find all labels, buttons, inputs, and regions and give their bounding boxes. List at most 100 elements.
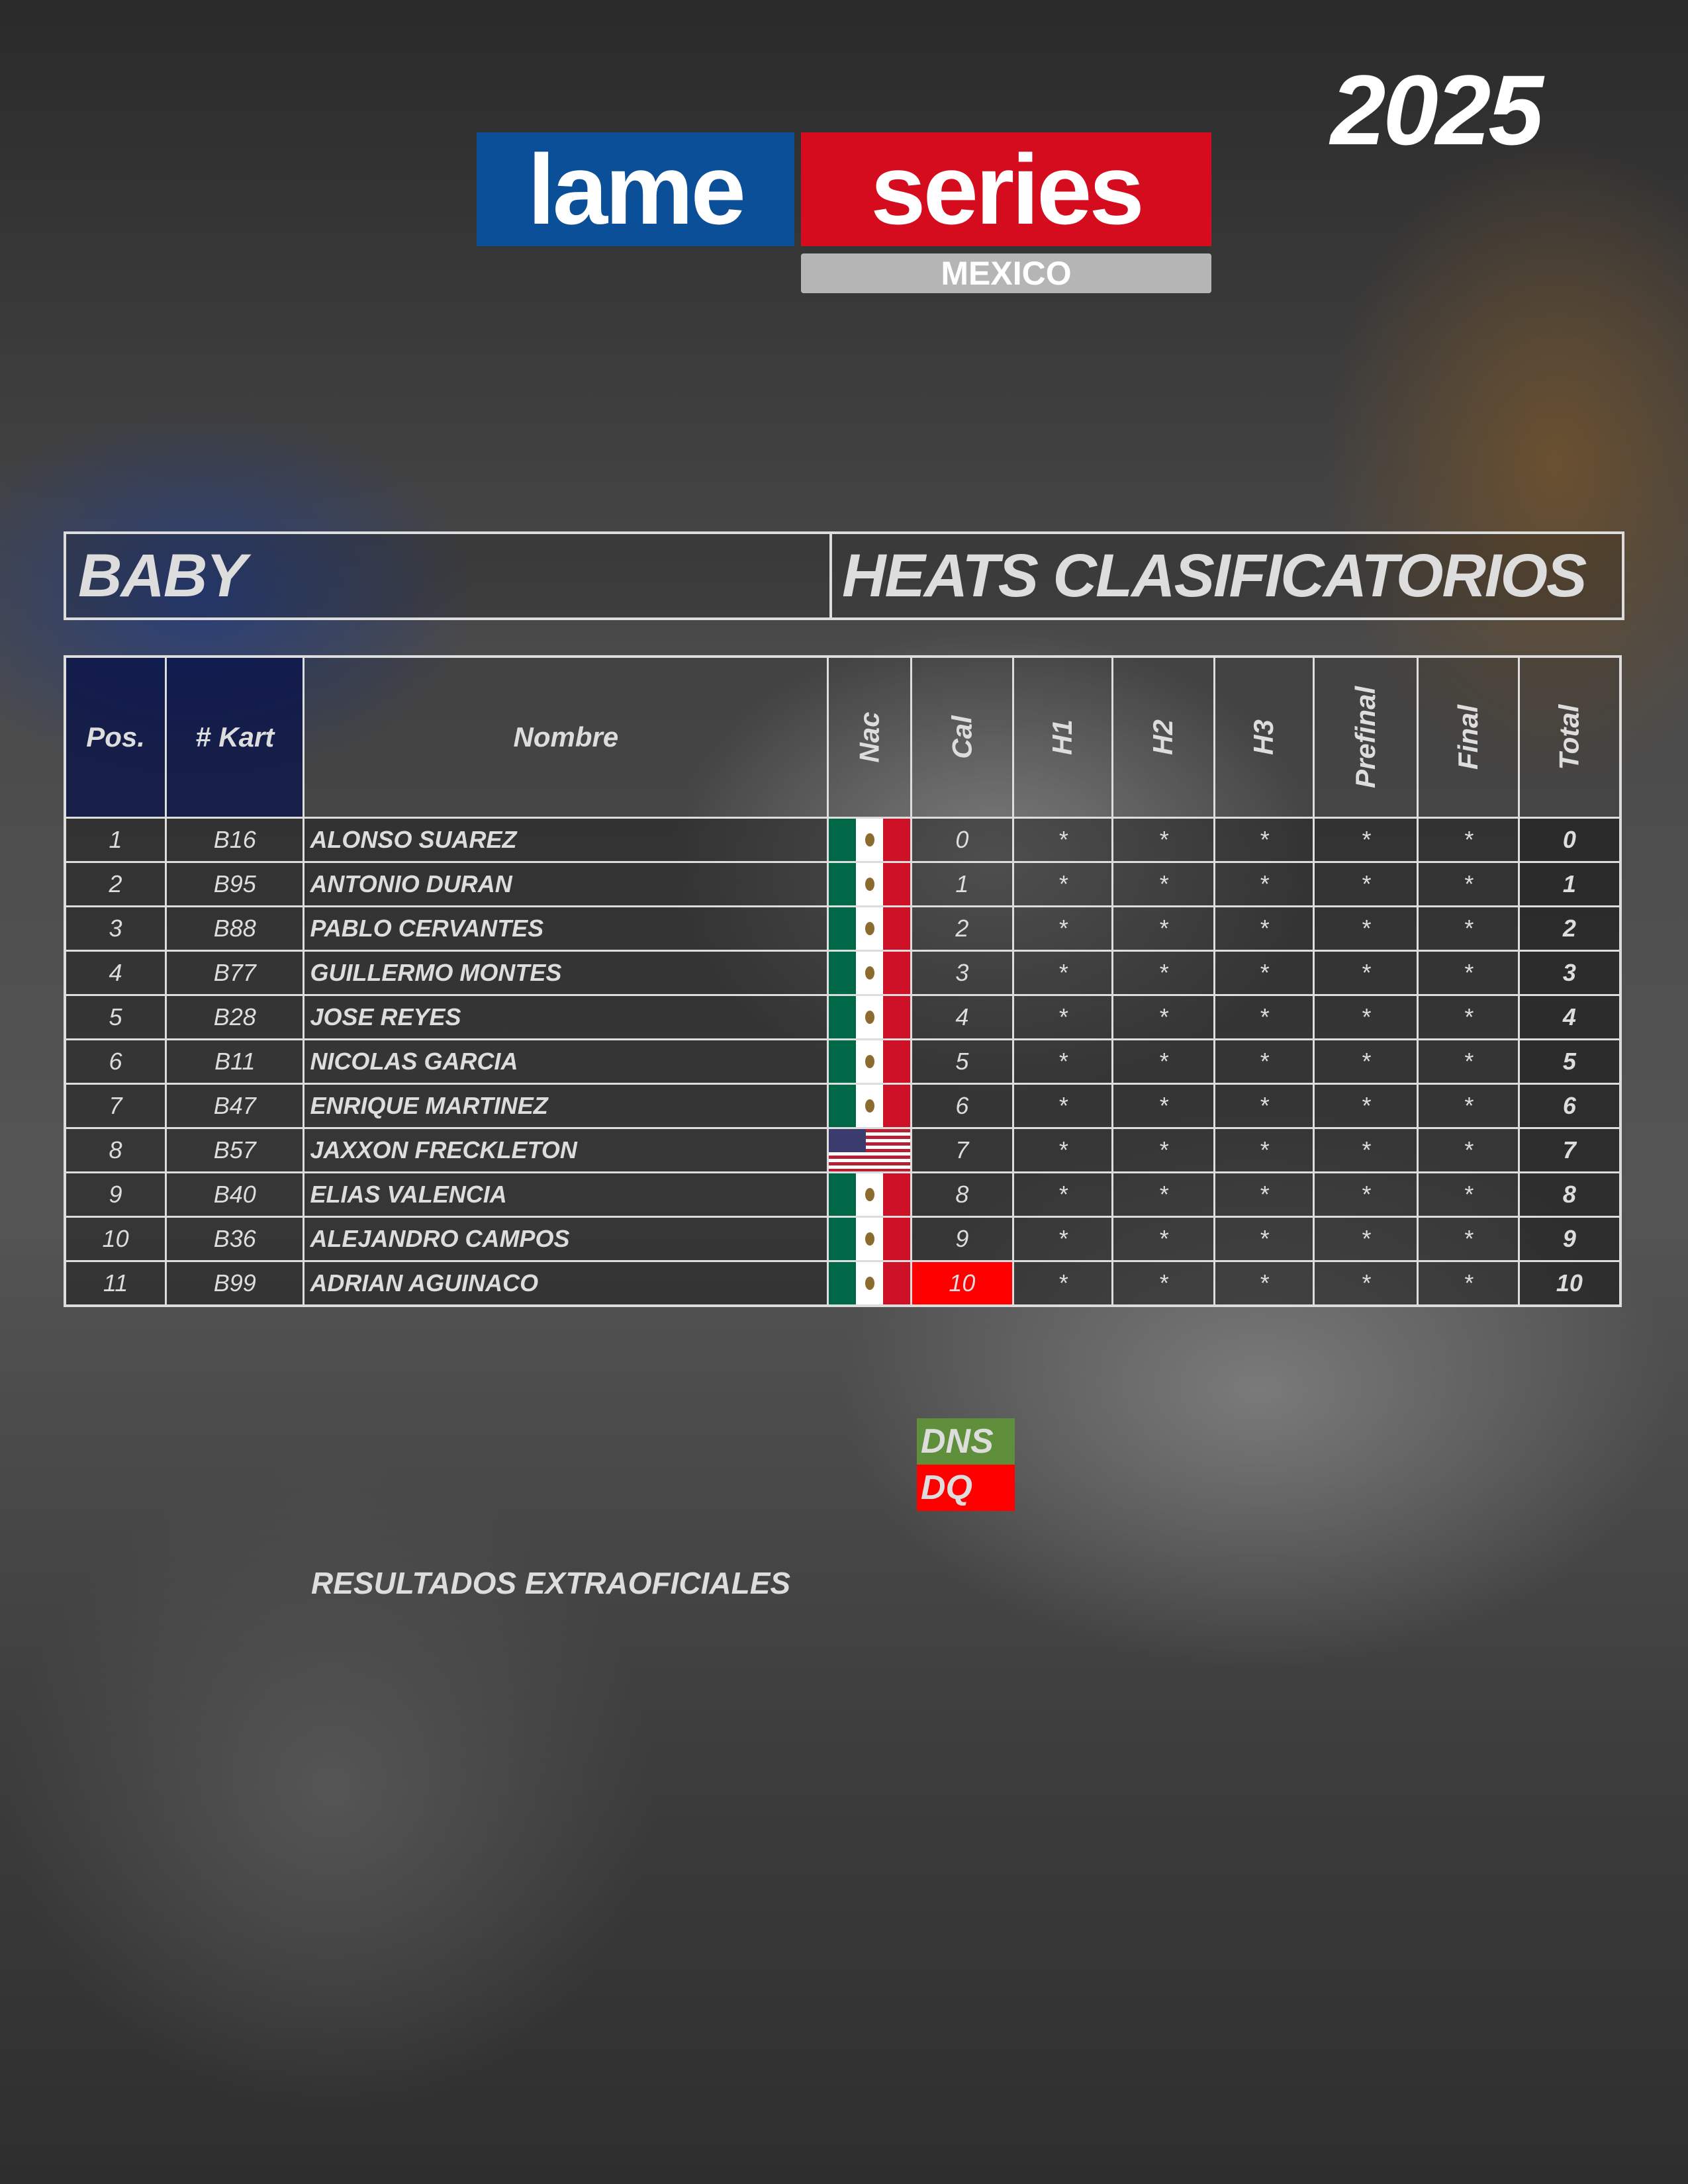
cell-h2: * <box>1111 1038 1215 1085</box>
cell-cal: 1 <box>910 861 1014 907</box>
cell-final: * <box>1417 1171 1520 1218</box>
mexico-flag-icon <box>827 1083 913 1129</box>
cell-prefinal: * <box>1312 1216 1419 1262</box>
cell-total: 8 <box>1517 1171 1622 1218</box>
cell-h3: * <box>1213 817 1315 863</box>
col-final: Final <box>1417 655 1520 819</box>
cell-total: 4 <box>1517 994 1622 1040</box>
cell-h2: * <box>1111 1260 1215 1307</box>
cell-kart: B28 <box>165 994 305 1040</box>
mexico-flag-icon <box>827 1216 913 1262</box>
cell-h1: * <box>1011 905 1114 952</box>
logo-mexico: MEXICO <box>801 253 1211 293</box>
mexico-flag-icon <box>827 1038 913 1085</box>
cell-h1: * <box>1011 817 1114 863</box>
cell-pos: 3 <box>64 905 167 952</box>
cell-final: * <box>1417 817 1520 863</box>
table-row: 11 B99 ADRIAN AGUINACO 10 * * * * * 10 <box>64 1260 1622 1307</box>
mexico-flag-icon <box>827 861 913 907</box>
cell-h3: * <box>1213 1260 1315 1307</box>
legend-dns: DNS <box>917 1418 1015 1465</box>
cell-cal: 10 <box>910 1260 1014 1307</box>
cell-total: 0 <box>1517 817 1622 863</box>
cell-h2: * <box>1111 994 1215 1040</box>
cell-pos: 4 <box>64 950 167 996</box>
usa-flag-icon <box>827 1127 913 1173</box>
cell-h2: * <box>1111 1216 1215 1262</box>
col-prefinal: Prefinal <box>1312 655 1419 819</box>
cell-prefinal: * <box>1312 1171 1419 1218</box>
cell-final: * <box>1417 994 1520 1040</box>
cell-h2: * <box>1111 1127 1215 1173</box>
table-row: 3 B88 PABLO CERVANTES 2 * * * * * 2 <box>64 905 1622 952</box>
table-row: 8 B57 JAXXON FRECKLETON 7 * * * * * 7 <box>64 1127 1622 1173</box>
col-pos: Pos. <box>64 655 167 819</box>
cell-cal: 6 <box>910 1083 1014 1129</box>
cell-h1: * <box>1011 1127 1114 1173</box>
cell-pos: 9 <box>64 1171 167 1218</box>
cell-name: PABLO CERVANTES <box>303 905 829 952</box>
cell-name: ELIAS VALENCIA <box>303 1171 829 1218</box>
cell-pos: 7 <box>64 1083 167 1129</box>
col-h2: H2 <box>1111 655 1215 819</box>
cell-final: * <box>1417 1127 1520 1173</box>
cell-total: 3 <box>1517 950 1622 996</box>
col-nac: Nac <box>827 655 913 819</box>
cell-total: 9 <box>1517 1216 1622 1262</box>
cell-final: * <box>1417 950 1520 996</box>
cell-prefinal: * <box>1312 861 1419 907</box>
cell-name: ADRIAN AGUINACO <box>303 1260 829 1307</box>
col-kart: # Kart <box>165 655 305 819</box>
cell-prefinal: * <box>1312 950 1419 996</box>
cell-cal: 0 <box>910 817 1014 863</box>
cell-cal: 5 <box>910 1038 1014 1085</box>
cell-final: * <box>1417 1083 1520 1129</box>
session-title: HEATS CLASIFICATORIOS <box>842 542 1587 610</box>
cell-pos: 8 <box>64 1127 167 1173</box>
cell-h1: * <box>1011 950 1114 996</box>
cell-prefinal: * <box>1312 817 1419 863</box>
cell-name: ANTONIO DURAN <box>303 861 829 907</box>
cell-cal: 4 <box>910 994 1014 1040</box>
cell-total: 6 <box>1517 1083 1622 1129</box>
cell-h1: * <box>1011 1260 1114 1307</box>
cell-prefinal: * <box>1312 1083 1419 1129</box>
cell-h3: * <box>1213 861 1315 907</box>
cell-final: * <box>1417 905 1520 952</box>
cell-h2: * <box>1111 1171 1215 1218</box>
cell-kart: B77 <box>165 950 305 996</box>
cell-cal: 3 <box>910 950 1014 996</box>
cell-pos: 11 <box>64 1260 167 1307</box>
cell-pos: 10 <box>64 1216 167 1262</box>
cell-final: * <box>1417 1260 1520 1307</box>
cell-h2: * <box>1111 1083 1215 1129</box>
title-box <box>64 531 1624 620</box>
header-row: Pos. # Kart Nombre Nac Cal H1 H2 H3 Pref… <box>64 655 1622 819</box>
cell-pos: 5 <box>64 994 167 1040</box>
cell-h3: * <box>1213 1171 1315 1218</box>
cell-kart: B95 <box>165 861 305 907</box>
cell-h3: * <box>1213 1216 1315 1262</box>
table-row: 9 B40 ELIAS VALENCIA 8 * * * * * 8 <box>64 1171 1622 1218</box>
cell-h1: * <box>1011 1216 1114 1262</box>
cell-kart: B99 <box>165 1260 305 1307</box>
cell-final: * <box>1417 1216 1520 1262</box>
cell-name: JOSE REYES <box>303 994 829 1040</box>
logo-iame: lame <box>477 132 794 246</box>
cell-name: ENRIQUE MARTINEZ <box>303 1083 829 1129</box>
mexico-flag-icon <box>827 905 913 952</box>
cell-prefinal: * <box>1312 994 1419 1040</box>
cell-kart: B88 <box>165 905 305 952</box>
cell-total: 1 <box>1517 861 1622 907</box>
table-row: 10 B36 ALEJANDRO CAMPOS 9 * * * * * 9 <box>64 1216 1622 1262</box>
col-h3: H3 <box>1213 655 1315 819</box>
cell-kart: B57 <box>165 1127 305 1173</box>
cell-h3: * <box>1213 1038 1315 1085</box>
col-total: Total <box>1517 655 1622 819</box>
cell-cal: 7 <box>910 1127 1014 1173</box>
logo-series: series <box>801 132 1211 246</box>
category-title: BABY <box>78 542 247 610</box>
table-row: 7 B47 ENRIQUE MARTINEZ 6 * * * * * 6 <box>64 1083 1622 1129</box>
cell-kart: B16 <box>165 817 305 863</box>
cell-final: * <box>1417 861 1520 907</box>
